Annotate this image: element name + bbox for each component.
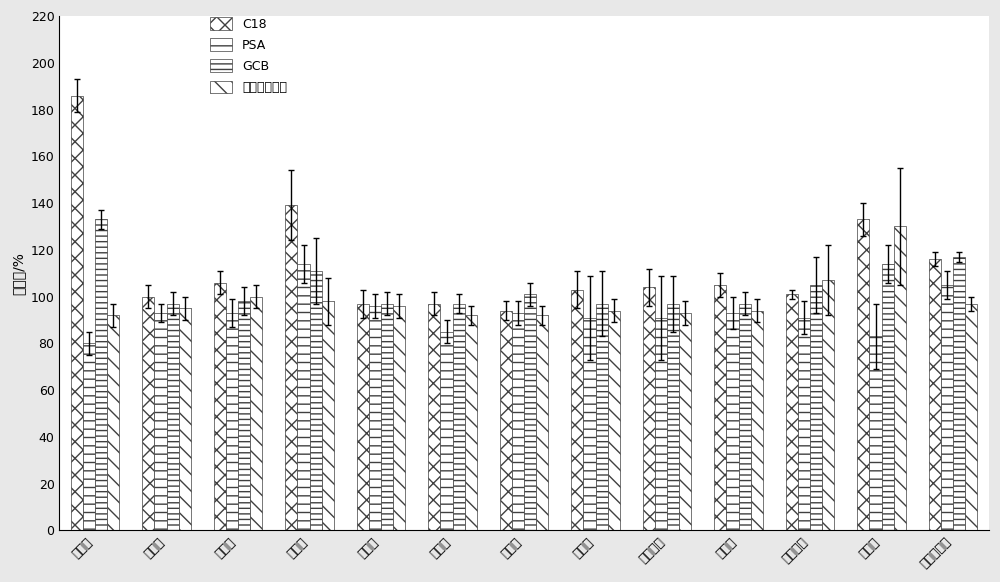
Bar (250, 297, 262, 530)
Bar (714, 285, 726, 530)
Bar (726, 313, 739, 530)
Bar (941, 285, 953, 530)
Bar (751, 311, 763, 530)
Bar (500, 311, 512, 530)
Bar (381, 304, 393, 530)
Bar (822, 280, 834, 530)
Bar (739, 304, 751, 530)
Bar (167, 304, 179, 530)
Bar (428, 304, 440, 530)
Bar (596, 304, 608, 530)
Bar (798, 318, 810, 530)
Bar (107, 315, 119, 530)
Bar (357, 304, 369, 530)
Bar (583, 318, 596, 530)
Bar (465, 315, 477, 530)
Bar (322, 301, 334, 530)
Bar (679, 313, 691, 530)
Bar (226, 313, 238, 530)
Bar (154, 313, 167, 530)
Bar (310, 271, 322, 530)
Bar (608, 311, 620, 530)
Bar (524, 294, 536, 530)
Bar (440, 332, 453, 530)
Bar (965, 304, 977, 530)
Bar (71, 95, 83, 530)
Legend: C18, PSA, GCB, 多壁碳纳米管: C18, PSA, GCB, 多壁碳纳米管 (210, 17, 287, 94)
Bar (142, 297, 154, 530)
Bar (83, 343, 95, 530)
Bar (643, 288, 655, 530)
Bar (953, 257, 965, 530)
Bar (667, 304, 679, 530)
Bar (369, 306, 381, 530)
Bar (810, 285, 822, 530)
Bar (512, 313, 524, 530)
Bar (857, 219, 869, 530)
Bar (786, 294, 798, 530)
Bar (95, 219, 107, 530)
Bar (214, 283, 226, 530)
Bar (238, 301, 250, 530)
Bar (929, 259, 941, 530)
Bar (869, 336, 882, 530)
Bar (297, 264, 310, 530)
Bar (571, 290, 583, 530)
Bar (179, 308, 191, 530)
Bar (894, 226, 906, 530)
Bar (655, 318, 667, 530)
Bar (882, 264, 894, 530)
Y-axis label: 回收率/%: 回收率/% (11, 252, 25, 294)
Bar (453, 304, 465, 530)
Bar (285, 205, 297, 530)
Bar (393, 306, 405, 530)
Bar (536, 315, 548, 530)
